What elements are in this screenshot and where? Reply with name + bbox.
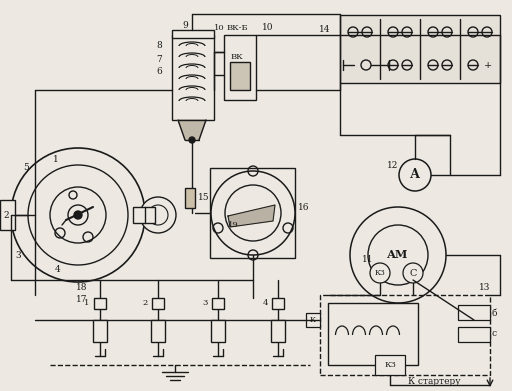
Text: 13: 13 (479, 283, 490, 292)
Circle shape (148, 205, 168, 225)
Circle shape (350, 207, 446, 303)
Polygon shape (228, 205, 275, 227)
Text: 12: 12 (387, 160, 399, 170)
Bar (328, 303, 418, 365)
Text: А: А (410, 169, 420, 181)
Text: 18: 18 (76, 283, 88, 292)
Bar (458, 327, 490, 342)
Text: 6: 6 (156, 68, 162, 77)
Text: 2: 2 (3, 210, 9, 219)
Text: ВК-Б: ВК-Б (226, 24, 248, 32)
Text: 17: 17 (76, 296, 88, 305)
Text: 5: 5 (23, 163, 29, 172)
Bar (272, 298, 284, 309)
Text: 10: 10 (215, 24, 225, 32)
Circle shape (370, 263, 390, 283)
Text: б: б (492, 308, 498, 317)
Text: 15: 15 (198, 194, 209, 203)
Circle shape (211, 171, 295, 255)
Circle shape (403, 263, 423, 283)
Text: 7: 7 (156, 56, 162, 65)
Text: 11: 11 (361, 255, 373, 264)
Text: 3: 3 (15, 251, 21, 260)
Text: 19: 19 (228, 221, 239, 229)
Bar (212, 298, 224, 309)
Circle shape (189, 137, 195, 143)
Bar (210, 168, 295, 258)
Text: 1: 1 (53, 156, 59, 165)
Text: КЗ: КЗ (375, 269, 386, 277)
Text: С: С (409, 269, 417, 278)
Text: 4: 4 (262, 299, 268, 307)
Text: 3: 3 (202, 299, 208, 307)
Circle shape (368, 225, 428, 285)
Text: АМ: АМ (387, 249, 409, 260)
Text: 9: 9 (182, 20, 188, 29)
Text: с: с (492, 330, 497, 339)
Circle shape (74, 211, 82, 219)
Text: 14: 14 (318, 25, 330, 34)
Text: 4: 4 (55, 265, 61, 274)
Bar (340, 15, 500, 83)
Text: К: К (310, 316, 316, 324)
Bar (93, 320, 107, 342)
Bar (458, 305, 490, 320)
Circle shape (225, 185, 281, 241)
Text: КЗ: КЗ (384, 361, 396, 369)
Bar (211, 320, 225, 342)
Bar (152, 298, 164, 309)
Bar (133, 207, 155, 223)
Circle shape (140, 197, 176, 233)
Bar (185, 188, 195, 208)
Text: 2: 2 (142, 299, 147, 307)
Bar (0, 200, 15, 230)
Bar (271, 320, 285, 342)
Text: К стартеру: К стартеру (408, 377, 460, 386)
Text: 16: 16 (298, 203, 309, 212)
Circle shape (399, 159, 431, 191)
Bar (172, 30, 214, 38)
Text: 8: 8 (156, 41, 162, 50)
Bar (94, 298, 106, 309)
Text: +: + (484, 61, 492, 70)
Polygon shape (178, 120, 206, 140)
Text: 10: 10 (262, 23, 273, 32)
Bar (306, 313, 320, 327)
Text: 1: 1 (84, 299, 90, 307)
Bar (224, 35, 256, 100)
Bar (230, 62, 250, 90)
Bar (172, 35, 214, 120)
Bar (151, 320, 165, 342)
Text: ВК: ВК (231, 53, 243, 61)
Bar (375, 355, 405, 375)
Bar (320, 295, 490, 375)
